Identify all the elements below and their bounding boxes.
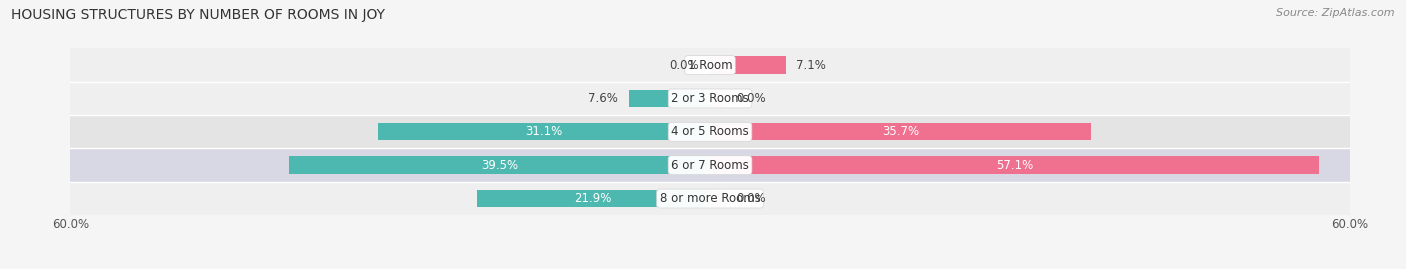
Text: HOUSING STRUCTURES BY NUMBER OF ROOMS IN JOY: HOUSING STRUCTURES BY NUMBER OF ROOMS IN… bbox=[11, 8, 385, 22]
Text: 57.1%: 57.1% bbox=[995, 159, 1033, 172]
Text: 35.7%: 35.7% bbox=[882, 125, 920, 138]
Text: 6 or 7 Rooms: 6 or 7 Rooms bbox=[671, 159, 749, 172]
Text: 0.0%: 0.0% bbox=[737, 192, 766, 205]
Bar bbox=[70, 148, 1350, 182]
Text: 0.0%: 0.0% bbox=[669, 59, 699, 72]
Bar bbox=[70, 48, 1350, 82]
Text: 31.1%: 31.1% bbox=[526, 125, 562, 138]
Text: 2 or 3 Rooms: 2 or 3 Rooms bbox=[671, 92, 749, 105]
Bar bbox=[710, 190, 725, 207]
Text: Source: ZipAtlas.com: Source: ZipAtlas.com bbox=[1277, 8, 1395, 18]
Text: 7.1%: 7.1% bbox=[796, 59, 827, 72]
Bar bbox=[70, 82, 1350, 115]
Bar bbox=[477, 190, 710, 207]
Bar bbox=[378, 123, 710, 140]
Text: 0.0%: 0.0% bbox=[737, 92, 766, 105]
Bar bbox=[70, 182, 1350, 215]
Text: 39.5%: 39.5% bbox=[481, 159, 517, 172]
Bar bbox=[710, 157, 1319, 174]
Text: 21.9%: 21.9% bbox=[575, 192, 612, 205]
Text: 4 or 5 Rooms: 4 or 5 Rooms bbox=[671, 125, 749, 138]
Text: 7.6%: 7.6% bbox=[589, 92, 619, 105]
Bar bbox=[710, 56, 786, 74]
Bar bbox=[710, 123, 1091, 140]
Text: 8 or more Rooms: 8 or more Rooms bbox=[659, 192, 761, 205]
Bar bbox=[288, 157, 710, 174]
Bar bbox=[710, 90, 725, 107]
Bar bbox=[70, 115, 1350, 148]
Text: 1 Room: 1 Room bbox=[688, 59, 733, 72]
Bar bbox=[628, 90, 710, 107]
